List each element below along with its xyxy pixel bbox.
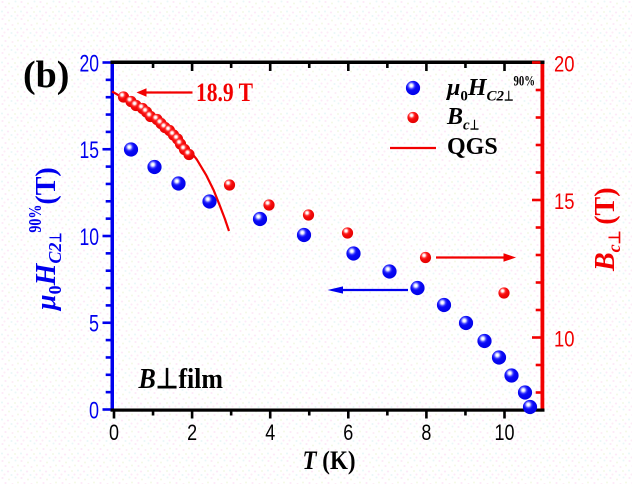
svg-text:5: 5 [89, 311, 99, 338]
svg-text:10: 10 [495, 420, 515, 445]
svg-text:8: 8 [421, 420, 431, 445]
svg-text:T (K): T (K) [303, 446, 356, 475]
svg-text:μ0HC2⊥90%: μ0HC2⊥90% [445, 74, 535, 105]
svg-text:6: 6 [343, 420, 353, 445]
svg-text:Bc⊥: Bc⊥ [446, 104, 479, 134]
svg-text:10: 10 [80, 224, 100, 251]
svg-text:μ0HC2⊥90%(T): μ0HC2⊥90%(T) [25, 167, 65, 312]
svg-text:0: 0 [89, 397, 99, 424]
svg-text:0: 0 [109, 420, 119, 445]
svg-text:10: 10 [554, 326, 575, 351]
svg-text:4: 4 [265, 420, 275, 445]
svg-text:20: 20 [554, 51, 575, 76]
svg-text:Bc⊥ (T): Bc⊥ (T) [590, 187, 624, 272]
svg-text:(b): (b) [23, 54, 69, 96]
svg-text:QGS: QGS [447, 134, 498, 160]
svg-text:15: 15 [80, 137, 100, 164]
svg-text:15: 15 [554, 189, 575, 214]
svg-text:B⊥film: B⊥film [138, 364, 223, 395]
svg-text:2: 2 [187, 420, 197, 445]
svg-text:18.9 T: 18.9 T [196, 78, 253, 107]
svg-text:20: 20 [80, 50, 100, 77]
